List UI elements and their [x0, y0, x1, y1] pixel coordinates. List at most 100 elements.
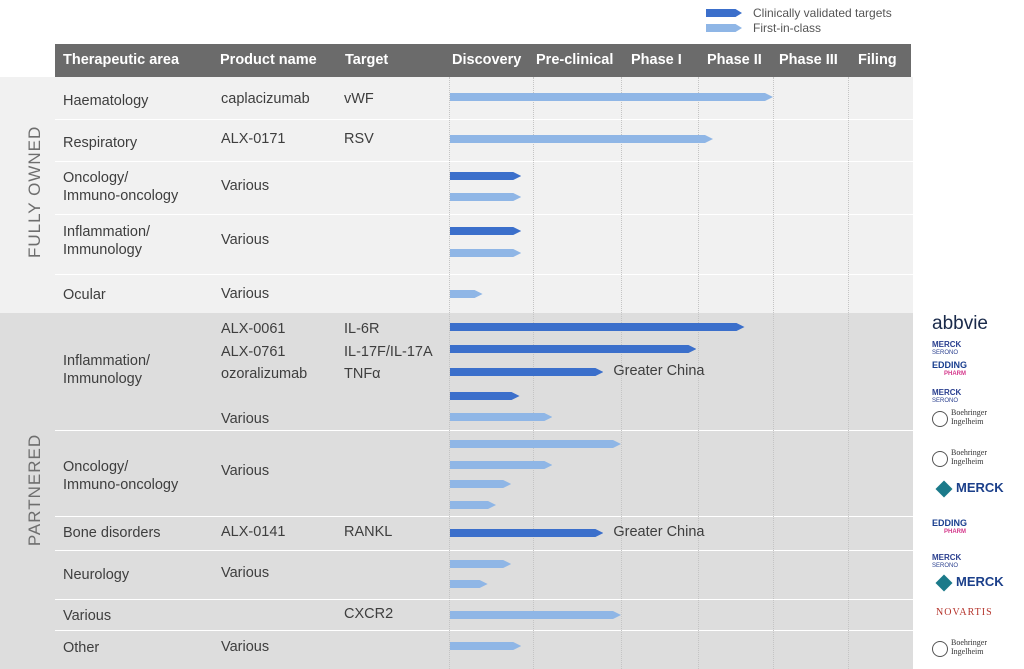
merck-logo: MERCK — [935, 480, 1024, 498]
pipeline-bar — [450, 368, 603, 376]
phase-gridline — [449, 77, 450, 669]
pipeline-bar — [450, 440, 621, 448]
pipeline-bar — [450, 345, 696, 353]
row-area: Other — [63, 640, 100, 656]
pipeline-bar — [450, 249, 521, 257]
row-separator — [55, 119, 913, 120]
row-area: Neurology — [63, 567, 130, 583]
pipeline-bar — [450, 413, 552, 421]
bi-line1: Boehringer — [951, 448, 987, 457]
row-product: Various — [221, 565, 270, 581]
row-area: Various — [63, 608, 112, 624]
pipeline-bar — [450, 392, 520, 400]
row-target: CXCR2 — [344, 606, 394, 622]
novartis-wordmark: NOVARTIS — [936, 607, 993, 618]
legend-swatch-dark-blue — [706, 9, 742, 17]
row-target: IL-6R IL-17F/IL-17A TNFα — [344, 321, 433, 382]
legend-label: Clinically validated targets — [753, 6, 892, 20]
merck-logo: MERCK — [935, 574, 1024, 592]
merck-wordmark: MERCK — [956, 574, 1004, 589]
row-product: ALX-0061 ALX-0761 ozoralizumab Various — [221, 321, 308, 427]
pipeline-bar — [450, 480, 511, 488]
pipeline-bar — [450, 93, 773, 101]
header-product-name: Product name — [220, 52, 317, 68]
merck-serono-logo: MERCK SERONO — [932, 388, 1020, 406]
row-area: Bone disorders — [63, 525, 161, 541]
row-area: Inflammation/ Immunology — [63, 224, 151, 258]
merck-serono-wordmark: MERCK — [932, 340, 962, 349]
row-product: Various — [221, 286, 270, 302]
pipeline-bar — [450, 135, 713, 143]
merck-serono-sub: SERONO — [932, 563, 959, 569]
merck-icon — [935, 574, 953, 592]
merck-icon — [935, 480, 953, 498]
pipeline-bar — [450, 611, 621, 619]
boehringer-ingelheim-icon — [932, 411, 948, 427]
bi-line2: Ingelheim — [951, 417, 984, 426]
row-product: Various — [221, 178, 270, 194]
legend-label: First-in-class — [753, 21, 821, 35]
eddingpharm-sub: PHARM — [944, 371, 966, 377]
pipeline-bar — [450, 227, 521, 235]
merck-wordmark: MERCK — [956, 480, 1004, 495]
pipeline-bar — [450, 580, 488, 588]
row-area: Inflammation/ Immunology — [63, 353, 151, 387]
row-area: Ocular — [63, 287, 106, 303]
bi-line2: Ingelheim — [951, 647, 984, 656]
row-target: RSV — [344, 131, 374, 147]
row-product: Various — [221, 463, 270, 479]
row-target: vWF — [344, 91, 374, 107]
bi-line2: Ingelheim — [951, 457, 984, 466]
pipeline-bar — [450, 323, 745, 331]
boehringer-ingelheim-icon — [932, 451, 948, 467]
bi-line1: Boehringer — [951, 638, 987, 647]
header-phase-discovery: Discovery — [452, 52, 522, 68]
row-separator — [55, 430, 913, 431]
phase-gridline — [848, 77, 849, 669]
phase-gridline — [773, 77, 774, 669]
boehringer-ingelheim-logo: Boehringer Ingelheim — [932, 408, 1020, 427]
row-separator — [55, 274, 913, 275]
bi-line1: Boehringer — [951, 408, 987, 417]
row-area: Oncology/ Immuno-oncology — [63, 170, 179, 204]
header-phase-3: Phase III — [779, 52, 838, 68]
row-separator — [55, 599, 913, 600]
legend-swatch-light-blue — [706, 24, 742, 32]
row-area: Oncology/ Immuno-oncology — [63, 459, 179, 493]
pipeline-bar — [450, 172, 521, 180]
row-target: RANKL — [344, 524, 393, 540]
header-target: Target — [345, 52, 389, 68]
pipeline-bar — [450, 290, 483, 298]
pipeline-bar — [450, 461, 552, 469]
row-separator — [55, 161, 913, 162]
pipeline-bar — [450, 529, 603, 537]
row-separator — [55, 516, 913, 517]
header-phase-filing: Filing — [858, 52, 897, 68]
eddingpharm-wordmark: EDDING — [932, 360, 968, 370]
group-label-partnered: PARTNERED — [25, 433, 44, 547]
bar-note: Greater China — [613, 363, 705, 379]
merck-serono-sub: SERONO — [932, 350, 959, 356]
row-product: Various — [221, 639, 270, 655]
header-phase-1: Phase I — [631, 52, 682, 68]
row-product: ALX-0171 — [221, 131, 286, 147]
header-phase-2: Phase II — [707, 52, 762, 68]
boehringer-ingelheim-icon — [932, 641, 948, 657]
row-area: Haematology — [63, 93, 149, 109]
phase-gridline — [698, 77, 699, 669]
table-header: Therapeutic area Product name Target Dis… — [55, 44, 911, 77]
boehringer-ingelheim-logo: Boehringer Ingelheim — [932, 448, 1020, 467]
bar-note: Greater China — [613, 524, 705, 540]
group-label-fully-owned: FULLY OWNED — [25, 125, 44, 258]
merck-serono-logo: MERCK SERONO — [932, 553, 1020, 571]
header-therapeutic-area: Therapeutic area — [63, 52, 180, 68]
merck-serono-sub: SERONO — [932, 398, 959, 404]
row-separator — [55, 550, 913, 551]
merck-serono-wordmark: MERCK — [932, 553, 962, 562]
row-product: caplacizumab — [221, 91, 310, 107]
row-separator — [55, 214, 913, 215]
novartis-logo: NOVARTIS — [936, 607, 1024, 618]
abbvie-logo: abbvie — [932, 313, 988, 334]
eddingpharm-wordmark: EDDING — [932, 518, 968, 528]
phase-gridline — [621, 77, 622, 669]
